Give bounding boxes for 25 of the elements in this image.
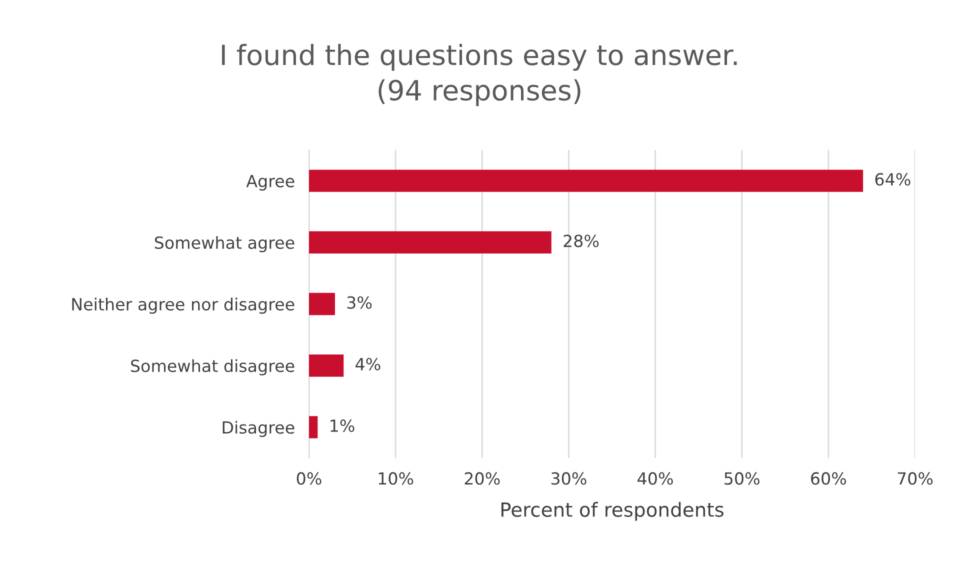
data-label: 3% [347, 296, 372, 309]
data-label: 4% [356, 358, 380, 370]
y-tick-label: Somewhat agree [154, 236, 294, 252]
data-label: 28% [564, 234, 599, 248]
chart-title: I found the questions easy to answer. (94 responses) [222, 44, 737, 106]
x-tick-label: 20% [464, 472, 500, 485]
x-tick-label: 70% [898, 472, 933, 485]
x-tick-label: 10% [378, 472, 414, 485]
y-tick-label: Agree [246, 174, 294, 191]
bar [309, 170, 864, 192]
y-tick-label: Disagree [222, 420, 294, 437]
x-tick-label: 60% [811, 472, 846, 485]
bar [309, 416, 318, 438]
y-tick-label: Neither agree nor disagree [72, 298, 294, 314]
x-tick-label: 0% [296, 472, 322, 485]
data-label: 1% [330, 419, 354, 432]
x-tick-label: 40% [638, 472, 673, 485]
y-tick-label: Somewhat disagree [131, 359, 294, 376]
x-axis-title: Percent of respondents [501, 502, 724, 521]
bar [309, 292, 335, 316]
x-tick-label: 50% [724, 472, 760, 485]
x-tick-label: 30% [551, 472, 586, 485]
data-label: 64% [875, 173, 910, 186]
bar [309, 354, 344, 377]
bar [309, 231, 552, 254]
